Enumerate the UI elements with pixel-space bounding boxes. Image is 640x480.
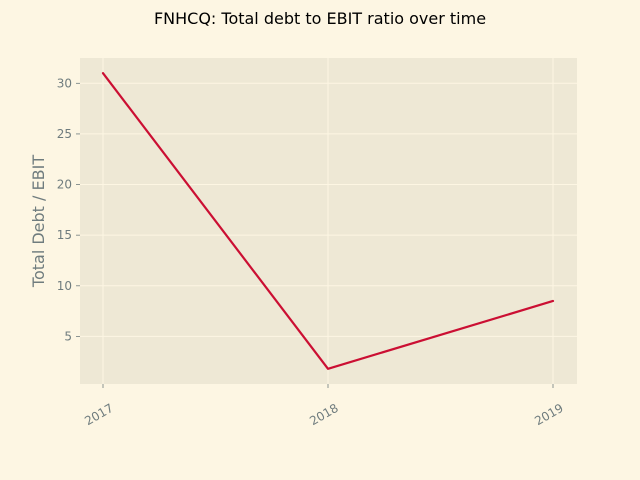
y-tick-label: 30 xyxy=(57,76,72,90)
y-tick-label: 25 xyxy=(57,127,72,141)
chart-title: FNHCQ: Total debt to EBIT ratio over tim… xyxy=(154,9,486,28)
y-tick-label: 10 xyxy=(57,279,72,293)
series-layer xyxy=(101,72,555,370)
y-axis-label: Total Debt / EBIT xyxy=(29,155,48,288)
y-tick-label: 20 xyxy=(57,178,72,192)
grid-layer xyxy=(80,58,577,384)
series-line xyxy=(101,72,555,370)
y-tick-label: 5 xyxy=(64,329,72,343)
y-tick-label: 15 xyxy=(57,228,72,242)
